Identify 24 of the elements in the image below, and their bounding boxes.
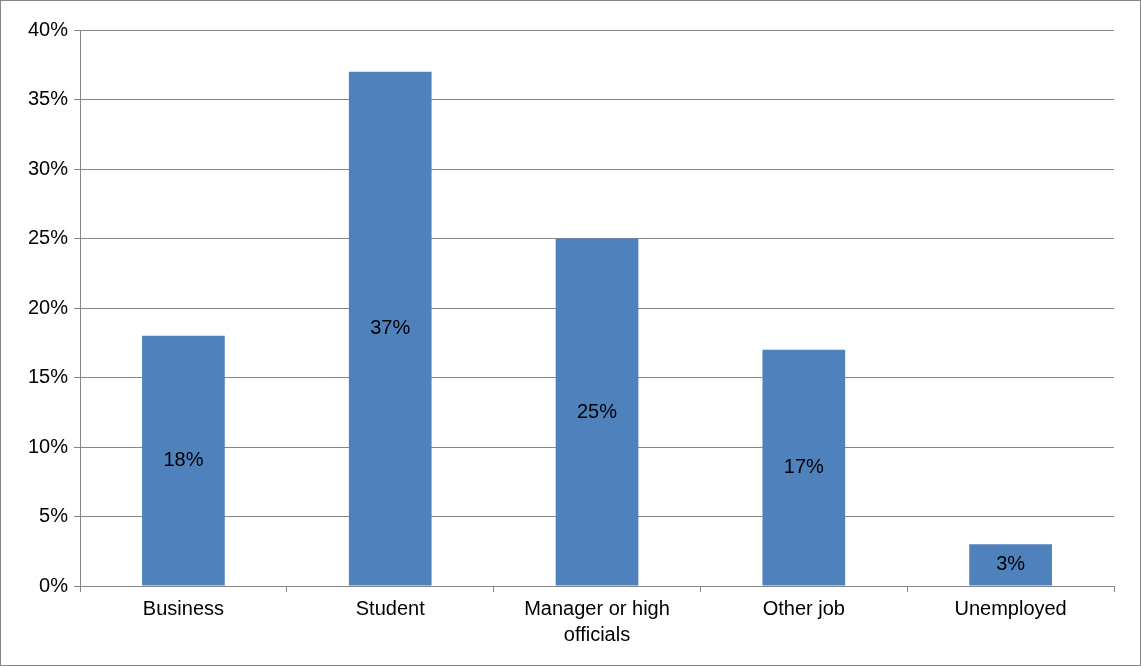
data-label: 17% [783,455,825,478]
bar [142,335,225,586]
y-tick-label: 5% [39,504,69,527]
y-tick-label: 30% [28,156,69,179]
y-tick-label: 25% [28,226,69,249]
y-tick-label: 20% [28,295,69,318]
x-tick-label: Manager or high officials [524,596,670,645]
y-tick-label: 35% [28,87,69,110]
bar [555,238,639,586]
x-tick-label: Business [142,596,224,619]
x-tick-label: Other job [762,596,845,619]
data-label: 3% [996,552,1026,575]
bar [969,544,1052,586]
y-tick-label: 10% [28,434,69,457]
y-tick-label: 40% [28,17,69,40]
data-label: 18% [163,448,204,471]
bar [762,349,846,586]
x-tick-label: Student [355,596,426,619]
bar [348,71,432,586]
x-tick-label: Unemployed [954,596,1067,619]
y-tick-label: 0% [39,573,69,596]
data-label: 25% [577,399,618,422]
data-label: 37% [370,316,411,339]
y-tick-label: 15% [28,365,69,388]
